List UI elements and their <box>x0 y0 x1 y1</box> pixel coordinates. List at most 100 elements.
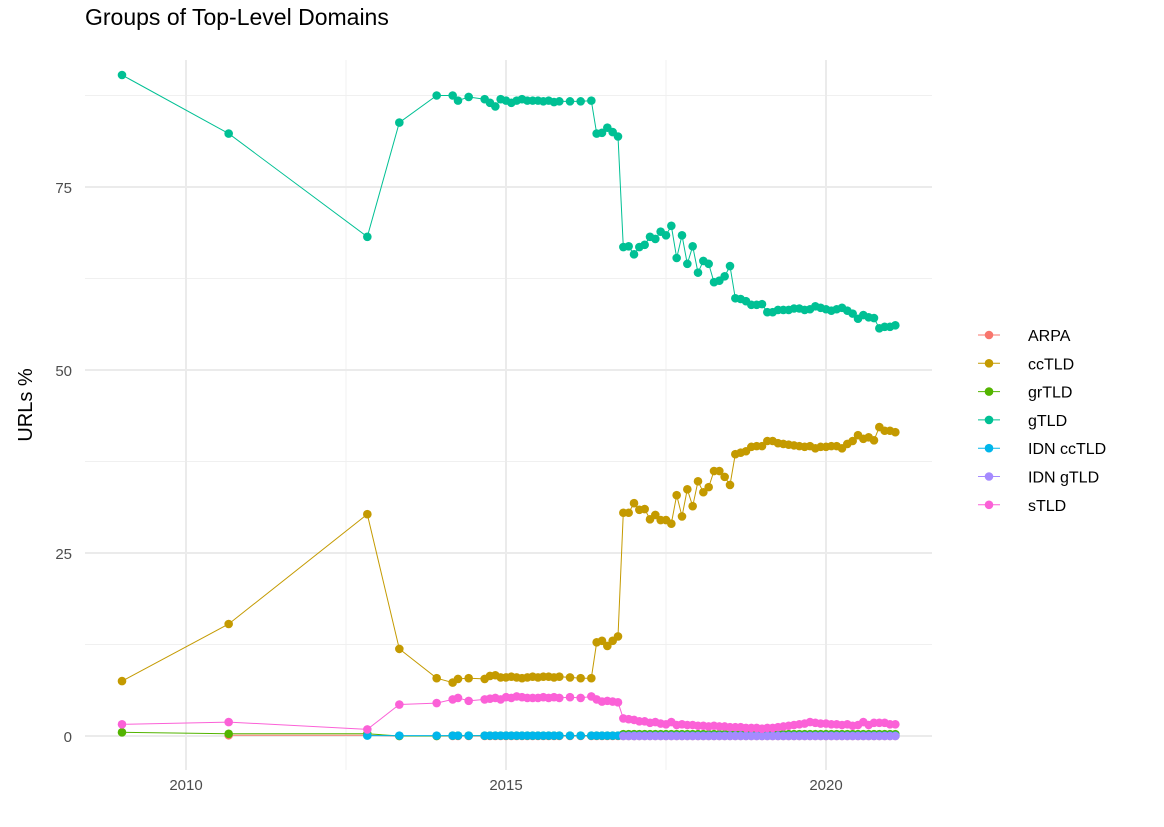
legend: ARPA ccTLD grTLD gTLD IDN ccTLD IDN gTLD sTLD <box>978 328 1106 515</box>
data-point <box>848 436 857 446</box>
data-point <box>848 309 857 318</box>
data-point <box>565 97 575 106</box>
data-point <box>891 719 900 729</box>
data-point <box>395 700 404 709</box>
x-tick-label: 2015 <box>489 777 522 794</box>
data-point <box>555 672 564 682</box>
data-point <box>453 96 463 105</box>
legend-item: ARPA <box>978 328 1071 345</box>
data-point <box>891 427 900 437</box>
data-point <box>613 632 623 641</box>
data-point <box>565 692 575 702</box>
data-point <box>453 674 463 684</box>
data-point <box>629 498 639 508</box>
series-line <box>121 74 896 329</box>
data-point <box>640 240 649 250</box>
data-point <box>432 698 441 708</box>
legend-key-point <box>984 443 994 453</box>
data-point <box>224 129 233 138</box>
data-point <box>699 487 708 497</box>
data-point <box>672 490 681 500</box>
data-point <box>597 636 607 646</box>
data-point <box>453 693 463 703</box>
chart-title: Groups of Top-Level Domains <box>85 4 389 30</box>
legend-item: sTLD <box>978 498 1066 515</box>
legend-item: IDN ccTLD <box>978 441 1106 458</box>
data-point <box>688 241 697 251</box>
data-point <box>693 268 703 277</box>
data-point <box>613 698 623 707</box>
data-point <box>555 731 564 740</box>
data-point <box>757 299 767 309</box>
data-point <box>224 619 233 629</box>
legend-item: IDN gTLD <box>978 470 1099 487</box>
x-tick-label: 2010 <box>169 777 202 794</box>
data-point <box>725 480 735 490</box>
data-point <box>117 70 127 80</box>
data-point <box>603 641 612 651</box>
y-tick-label: 25 <box>55 546 72 563</box>
data-point <box>725 261 735 271</box>
series-cctld <box>117 422 900 687</box>
data-point <box>720 272 729 281</box>
data-point <box>491 102 500 111</box>
legend-key-point <box>984 330 994 340</box>
legend-label: IDN ccTLD <box>1028 441 1106 458</box>
data-point <box>363 731 372 740</box>
series-layer <box>117 70 900 741</box>
data-point <box>576 693 585 703</box>
data-point <box>693 476 703 486</box>
y-tick-label: 75 <box>55 180 72 197</box>
data-point <box>613 132 623 141</box>
data-point <box>565 673 575 682</box>
data-point <box>677 512 687 521</box>
data-point <box>576 731 585 740</box>
data-point <box>640 504 649 514</box>
data-point <box>395 644 404 654</box>
data-point <box>117 719 127 729</box>
legend-key-point <box>984 415 994 425</box>
data-point <box>667 221 676 231</box>
data-point <box>715 466 724 476</box>
y-axis-label: URLs % <box>15 368 37 442</box>
data-point <box>464 696 473 706</box>
legend-item: grTLD <box>978 385 1072 402</box>
legend-key-point <box>984 472 994 481</box>
series-stld <box>117 692 900 734</box>
data-point <box>683 259 692 269</box>
data-point <box>624 508 633 518</box>
data-point <box>555 693 564 703</box>
data-point <box>688 501 697 511</box>
legend-label: gTLD <box>1028 413 1067 430</box>
data-point <box>661 231 671 240</box>
data-point <box>117 676 127 686</box>
data-point <box>651 510 660 520</box>
data-point <box>677 231 687 240</box>
data-point <box>720 472 729 482</box>
data-point <box>363 509 372 519</box>
series-gtld <box>117 70 900 333</box>
data-point <box>555 97 564 106</box>
legend-label: sTLD <box>1028 498 1066 515</box>
data-point <box>464 673 473 683</box>
data-point <box>757 441 767 451</box>
data-point <box>363 725 372 734</box>
data-point <box>224 717 233 727</box>
legend-label: IDN gTLD <box>1028 470 1099 487</box>
data-point <box>432 91 441 100</box>
data-point <box>587 96 596 105</box>
axes: 0 25 50 75 2010 2015 2020 URLs % <box>15 180 843 794</box>
legend-key-point <box>984 387 994 396</box>
data-point <box>624 241 633 251</box>
data-point <box>432 731 441 740</box>
legend-label: grTLD <box>1028 385 1072 402</box>
series-idn-gtld <box>619 731 900 741</box>
legend-key-point <box>984 359 994 368</box>
legend-key-point <box>984 500 994 510</box>
data-point <box>576 97 585 106</box>
legend-item: ccTLD <box>978 356 1074 373</box>
y-tick-label: 50 <box>55 363 72 380</box>
data-point <box>363 232 372 242</box>
data-point <box>704 482 713 492</box>
